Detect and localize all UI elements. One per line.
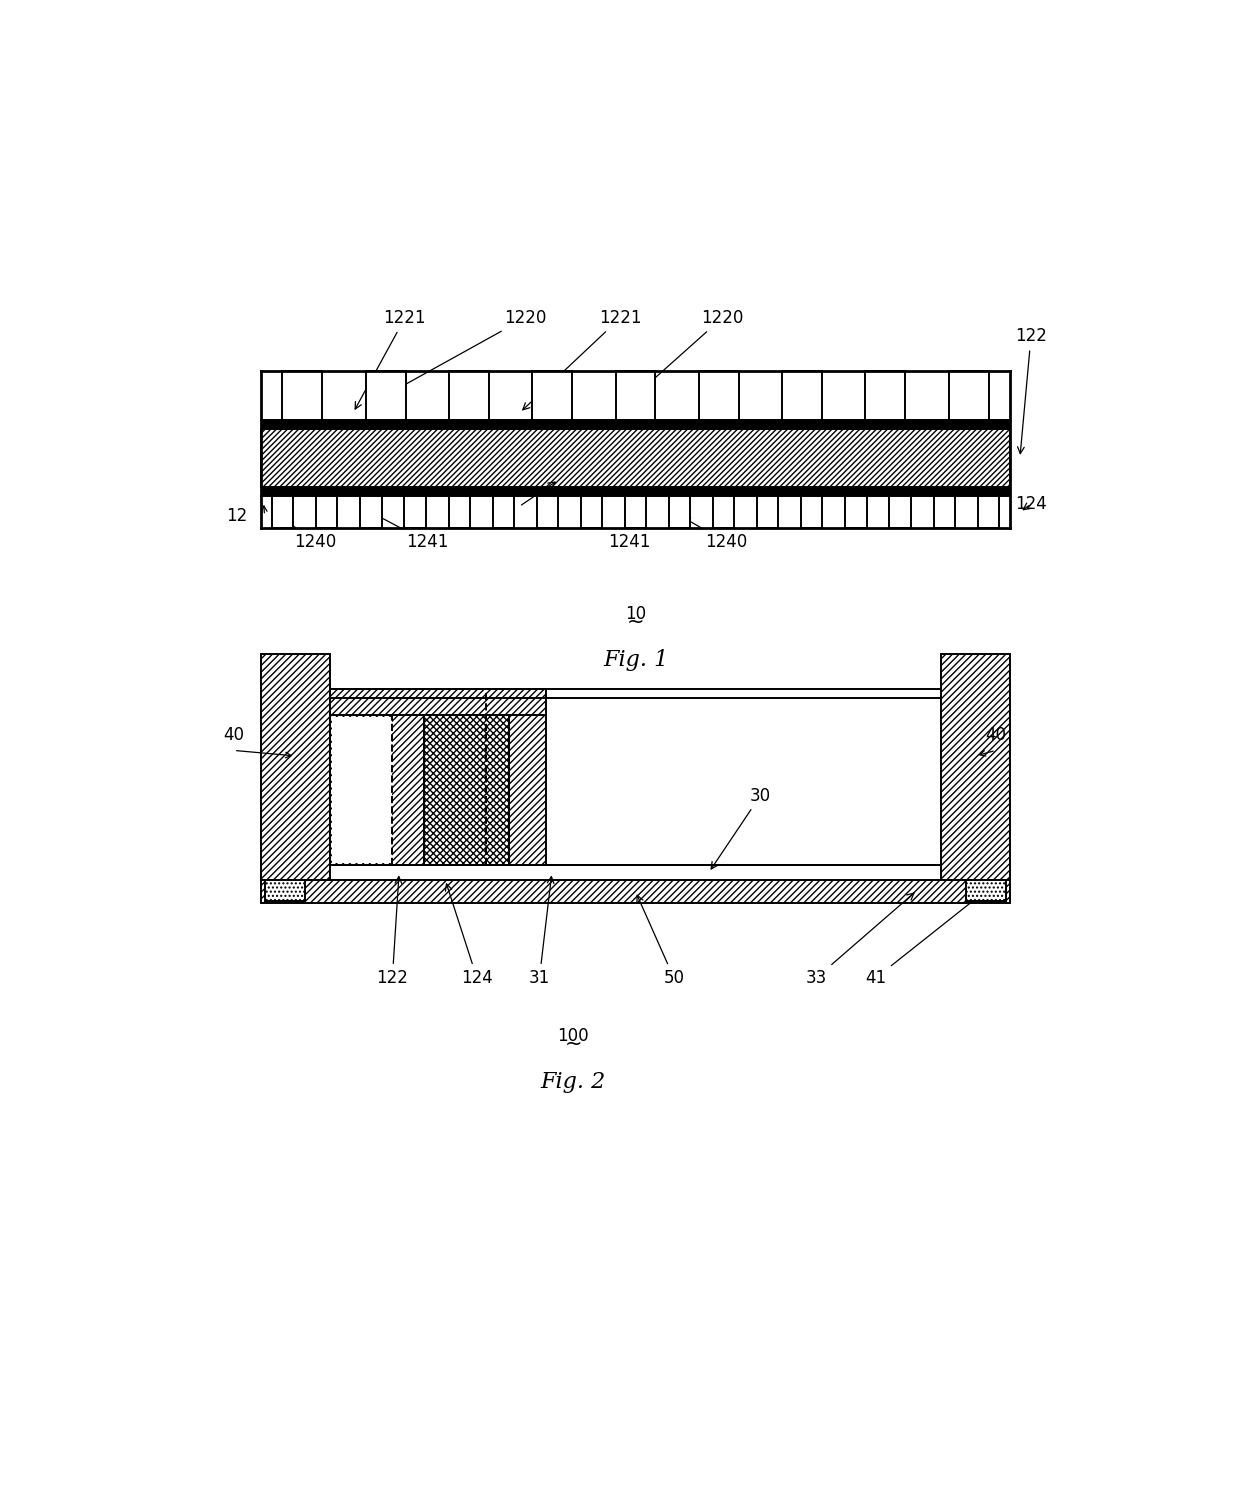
Text: 1221: 1221 [355,309,427,409]
Bar [332,716,392,862]
Bar [260,430,1011,487]
Bar [949,371,988,419]
Bar [260,655,330,880]
Text: 124: 124 [1016,496,1047,514]
Bar [272,496,294,529]
Bar [449,496,470,529]
Text: 15: 15 [479,757,500,820]
Text: 1220: 1220 [639,309,743,392]
Text: 20: 20 [367,792,410,820]
Bar [264,880,305,901]
Bar [977,496,999,529]
Bar [846,496,867,529]
Bar [532,371,572,419]
Bar [713,496,734,529]
Text: 40: 40 [986,727,1007,745]
Text: 124: 124 [445,883,492,987]
Text: 1240: 1240 [281,518,336,551]
Text: 40: 40 [223,727,244,745]
Text: 22: 22 [396,756,459,820]
Text: 60: 60 [341,698,387,808]
Bar [330,689,546,715]
Text: 100: 100 [557,1027,589,1045]
Bar [966,880,1007,901]
Text: Fig. 1: Fig. 1 [603,649,668,671]
Bar [782,371,822,419]
Bar [361,496,382,529]
Text: 1220: 1220 [389,309,546,394]
Bar [758,496,779,529]
Text: Fig. 2: Fig. 2 [541,1071,605,1093]
Text: ~: ~ [564,1035,582,1054]
Text: 122: 122 [377,877,408,987]
Text: 10: 10 [456,756,536,820]
Bar [537,496,558,529]
Bar [580,496,601,529]
Text: ~: ~ [626,611,645,632]
Bar [449,371,489,419]
Bar [330,715,546,865]
Text: 41: 41 [866,894,983,987]
Text: 1221: 1221 [523,309,641,410]
Text: 50: 50 [637,895,684,987]
Bar [404,496,425,529]
Bar [492,496,513,529]
Bar [316,496,337,529]
Bar [283,371,322,419]
Bar [330,865,941,880]
Text: 10: 10 [625,605,646,623]
Bar [260,419,1011,430]
Text: 31: 31 [528,877,554,987]
Bar [260,880,1011,903]
Text: 11: 11 [495,482,556,524]
Bar [424,715,508,865]
Bar [625,496,646,529]
Bar [889,496,910,529]
Bar [941,655,1011,880]
Bar [699,371,739,419]
Text: 33: 33 [806,894,914,987]
Text: 122: 122 [1016,327,1047,454]
Bar [615,371,656,419]
Bar [366,371,405,419]
Text: 12: 12 [226,506,247,524]
Bar [934,496,955,529]
Text: 30: 30 [712,787,771,870]
Bar [670,496,691,529]
Text: 1240: 1240 [683,518,746,551]
Bar [801,496,822,529]
Bar [260,487,1011,496]
Bar [866,371,905,419]
Text: 1241: 1241 [609,517,651,551]
Text: 1241: 1241 [374,514,448,551]
